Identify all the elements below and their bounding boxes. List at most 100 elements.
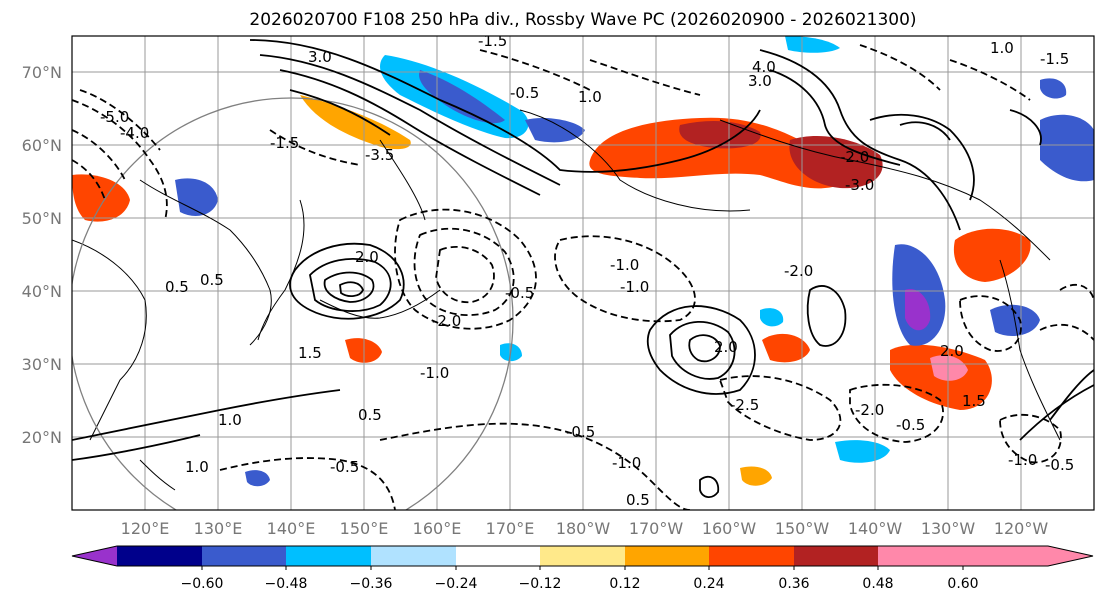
lon-label: 140°W bbox=[848, 519, 903, 538]
div-patch-negative bbox=[175, 178, 218, 216]
colorbar-max-extend bbox=[963, 546, 1093, 566]
div-patch-negative bbox=[905, 289, 931, 331]
contour-label: -1.5 bbox=[478, 32, 507, 50]
contour-label: 1.0 bbox=[185, 458, 209, 476]
colorbar-tick-label: 0.48 bbox=[862, 576, 893, 592]
div-patch-negative bbox=[1040, 114, 1094, 182]
graticule bbox=[72, 36, 1094, 510]
influence-circle bbox=[72, 97, 514, 510]
lat-label: 70°N bbox=[22, 63, 62, 82]
lon-label: 120°E bbox=[121, 519, 170, 538]
contour-label: -5.0 bbox=[100, 108, 129, 126]
contour-label: 3.0 bbox=[748, 72, 772, 90]
contour-label: -3.5 bbox=[365, 146, 394, 164]
lon-label: 170°E bbox=[486, 519, 535, 538]
div-patch-positive bbox=[953, 228, 1031, 282]
longitude-axis: 120°E 130°E 140°E 150°E 160°E 170°E 180°… bbox=[121, 519, 1049, 538]
contour-label: -1.0 bbox=[1008, 451, 1037, 469]
contour-label: 0.5 bbox=[626, 491, 650, 509]
lon-label: 150°E bbox=[340, 519, 389, 538]
contour-label: -2.0 bbox=[840, 148, 869, 166]
lat-label: 30°N bbox=[22, 355, 62, 374]
lon-label: 140°E bbox=[267, 519, 316, 538]
contour-label: 1.0 bbox=[578, 88, 602, 106]
colorbar-tick-label: −0.48 bbox=[265, 576, 308, 592]
div-patch-negative bbox=[1040, 78, 1067, 99]
lat-label: 50°N bbox=[22, 209, 62, 228]
contour-label: 2.0 bbox=[714, 338, 738, 356]
lat-label: 60°N bbox=[22, 136, 62, 155]
map-panel: -1.5 1.0 3.0 4.0 -1.5 3.0 -4.0 -5.0 -3.5… bbox=[72, 32, 1094, 510]
colorbar-outline bbox=[71, 545, 1094, 567]
colorbar-segment bbox=[794, 546, 878, 566]
div-patch-negative bbox=[525, 118, 585, 143]
contour-label: -1.0 bbox=[420, 364, 449, 382]
contour-label: 1.5 bbox=[298, 344, 322, 362]
colorbar-segment bbox=[625, 546, 709, 566]
div-patch-positive bbox=[762, 333, 810, 363]
contour-label: -1.0 bbox=[620, 278, 649, 296]
div-patch-negative bbox=[419, 70, 505, 124]
contour-label: -0.5 bbox=[896, 416, 925, 434]
contour-label: 2.0 bbox=[940, 342, 964, 360]
positive-contours bbox=[72, 39, 1094, 498]
div-patch-negative bbox=[835, 440, 890, 463]
negative-contours bbox=[72, 44, 1094, 510]
contour-label: 1.5 bbox=[962, 392, 986, 410]
divergence-shading bbox=[72, 36, 1094, 487]
contour-label: -0.5 bbox=[566, 423, 595, 441]
colorbar-segment bbox=[286, 546, 371, 566]
contour-label: 4.0 bbox=[752, 58, 776, 76]
latitude-axis: 70°N 60°N 50°N 40°N 30°N 20°N bbox=[22, 63, 62, 447]
contour-label: -2.0 bbox=[432, 312, 461, 330]
colorbar-min-extend bbox=[72, 546, 117, 566]
contour-label: 0.5 bbox=[165, 278, 189, 296]
contour-label: -1.0 bbox=[612, 454, 641, 472]
colorbar-segment bbox=[709, 546, 794, 566]
contour-label: 1.0 bbox=[990, 39, 1014, 57]
colorbar-segment bbox=[878, 546, 963, 566]
lon-label: 180°W bbox=[556, 519, 611, 538]
colorbar-tick-label: 0.12 bbox=[609, 576, 640, 592]
lat-label: 40°N bbox=[22, 282, 62, 301]
lat-label: 20°N bbox=[22, 428, 62, 447]
colorbar-ticks bbox=[201, 566, 964, 570]
contour-label: 1.0 bbox=[218, 411, 242, 429]
colorbar-tick-label: −0.24 bbox=[435, 576, 478, 592]
colorbar-tick-label: 0.60 bbox=[947, 576, 978, 592]
lon-label: 160°W bbox=[702, 519, 757, 538]
colorbar-segment bbox=[371, 546, 456, 566]
contour-labels: -1.5 1.0 3.0 4.0 -1.5 3.0 -4.0 -5.0 -3.5… bbox=[100, 32, 1074, 509]
div-patch-positive bbox=[589, 117, 848, 189]
contour-label: -0.5 bbox=[1045, 456, 1074, 474]
coastlines bbox=[72, 109, 1061, 491]
contour-label: 2.0 bbox=[355, 248, 379, 266]
contour-label: -0.5 bbox=[510, 84, 539, 102]
lon-label: 120°W bbox=[994, 519, 1049, 538]
contour-label: -2.0 bbox=[784, 262, 813, 280]
div-patch-positive bbox=[789, 135, 883, 189]
div-patch-negative bbox=[245, 470, 270, 487]
contour-label: -1.5 bbox=[1040, 50, 1069, 68]
div-patch-positive bbox=[300, 95, 411, 150]
colorbar-segment bbox=[456, 546, 540, 566]
div-patch-positive bbox=[740, 466, 772, 486]
lon-label: 130°E bbox=[194, 519, 243, 538]
div-patch-negative bbox=[760, 308, 784, 327]
lon-label: 130°W bbox=[921, 519, 976, 538]
colorbar-segment bbox=[117, 546, 202, 566]
contour-label: -0.5 bbox=[505, 284, 534, 302]
contour-label: -2.0 bbox=[855, 401, 884, 419]
colorbar-tick-label: 0.36 bbox=[778, 576, 809, 592]
contour-label: 0.5 bbox=[200, 271, 224, 289]
contour-label: 0.5 bbox=[358, 406, 382, 424]
colorbar-segment bbox=[540, 546, 625, 566]
colorbar-segment bbox=[202, 546, 286, 566]
colorbar: −0.60 −0.48 −0.36 −0.24 −0.12 0.12 0.24 … bbox=[71, 545, 1094, 592]
colorbar-tick-label: −0.12 bbox=[519, 576, 562, 592]
colorbar-tick-label: −0.36 bbox=[350, 576, 393, 592]
div-patch-positive bbox=[930, 355, 968, 381]
contour-label: 3.0 bbox=[308, 48, 332, 66]
lon-label: 160°E bbox=[413, 519, 462, 538]
